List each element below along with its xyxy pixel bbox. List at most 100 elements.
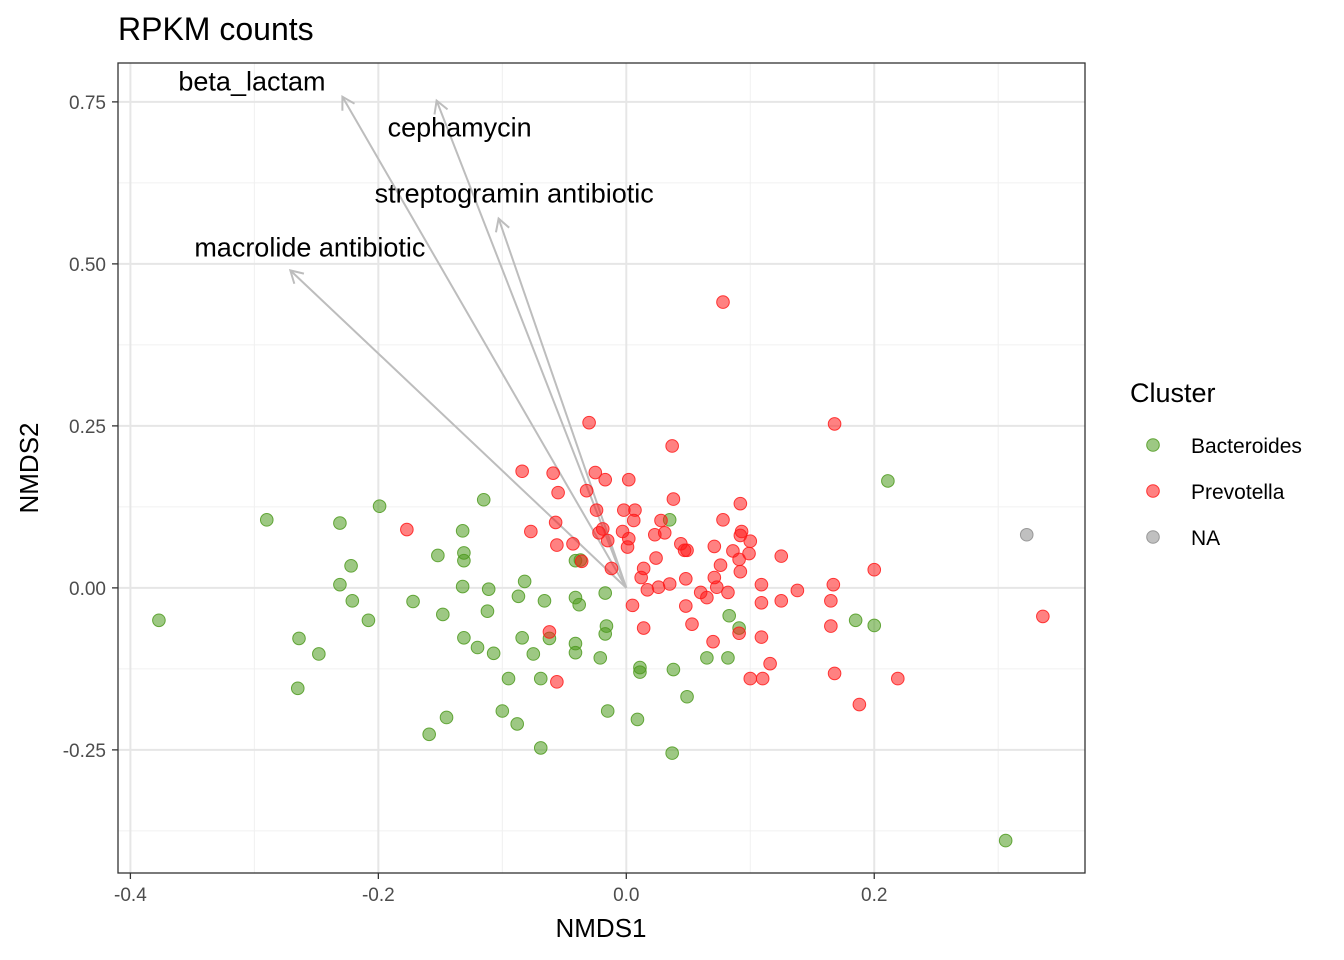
data-point-prevotella [706, 634, 720, 649]
data-point-bacteroides [700, 651, 714, 665]
data-point-prevotella [827, 417, 842, 431]
data-point-prevotella [574, 554, 589, 569]
vector-labels: beta_lactam cephamycin streptogramin antib… [178, 67, 653, 263]
data-point-prevotella [733, 528, 748, 543]
y-axis: -0.25 0.00 0.25 0.50 0.75 [63, 93, 118, 762]
data-point-bacteroides [480, 604, 495, 619]
data-point-prevotella [716, 295, 730, 309]
data-point-prevotella [679, 599, 693, 613]
vector-arrow-head [288, 268, 305, 285]
data-point-bacteroides [593, 651, 608, 665]
vector-label: beta_lactam [178, 67, 325, 97]
plot-panel-border [117, 62, 1086, 874]
data-point-prevotella [566, 537, 580, 551]
data-point-bacteroides [476, 492, 491, 507]
data-point-prevotella [515, 464, 529, 479]
data-point-bacteroides [345, 594, 360, 608]
data-point-bacteroides [633, 660, 647, 675]
data-point-bacteroides [372, 499, 387, 514]
x-axis: -0.4 -0.2 0.0 0.2 [114, 873, 887, 906]
data-point-bacteroides [344, 559, 358, 573]
data-point-prevotella [824, 619, 838, 633]
data-point-prevotella [625, 598, 640, 613]
data-point-prevotella [755, 671, 770, 686]
data-point-prevotella [743, 534, 758, 549]
data-point-bacteroides [598, 586, 613, 600]
data-point-bacteroides [666, 662, 681, 677]
data-point-prevotella [867, 562, 882, 577]
data-point-bacteroides [333, 516, 347, 530]
data-point-bacteroides [501, 671, 516, 686]
data-point-prevotella [680, 543, 694, 558]
vector-label: streptogramin antibiotic [375, 179, 654, 209]
x-tick-label: -0.4 [114, 885, 147, 906]
data-point-bacteroides [495, 704, 510, 718]
data-point-prevotella [824, 594, 838, 608]
data-point-bacteroides [680, 689, 694, 704]
data-point-prevotella [651, 580, 666, 595]
data-point-bacteroides [511, 589, 526, 604]
data-point-bacteroides [867, 618, 882, 633]
data-point-prevotella [709, 580, 724, 595]
data-point-prevotella [852, 697, 867, 712]
data-point-bacteroides [470, 640, 485, 655]
data-point-prevotella [774, 594, 789, 608]
y-tick-label: -0.25 [63, 741, 106, 762]
legend-key-prevotella [1146, 484, 1160, 498]
data-point-prevotella [654, 513, 668, 528]
data-point-prevotella [713, 558, 728, 573]
data-point-bacteroides [537, 594, 552, 608]
data-point-prevotella [700, 590, 714, 605]
data-point-prevotella [732, 552, 746, 567]
data-point-prevotella [598, 472, 613, 487]
data-point-bacteroides [533, 741, 548, 755]
legend-entries: Bacteroides Prevotella NA [1146, 435, 1302, 550]
legend-label: Prevotella [1191, 481, 1285, 504]
data-point-bacteroides [481, 582, 496, 596]
data-point-bacteroides [515, 630, 529, 645]
data-point-bacteroides [457, 553, 471, 568]
data-point-bacteroides [152, 613, 166, 628]
data-point-bacteroides [517, 574, 532, 589]
data-point-prevotella [754, 630, 769, 644]
data-point-prevotella [634, 570, 648, 585]
data-point-bacteroides [431, 548, 445, 563]
data-point-prevotella [604, 561, 619, 576]
data-point-prevotella [595, 522, 610, 536]
x-tick-label: 0.0 [613, 885, 639, 906]
data-point-prevotella [763, 656, 777, 671]
y-axis-title: NMDS2 [14, 422, 44, 513]
y-tick-label: 0.75 [69, 93, 106, 114]
data-point-bacteroides [259, 513, 274, 527]
data-point-bacteroides [455, 524, 470, 538]
data-point-prevotella [551, 485, 565, 500]
data-point-prevotella [588, 465, 603, 480]
data-point-prevotella [743, 671, 758, 686]
chart-title: RPKM counts [118, 11, 314, 47]
data-point-bacteroides [533, 671, 548, 686]
data-point-prevotella [732, 626, 746, 641]
data-point-prevotella [548, 515, 563, 530]
data-point-prevotella [657, 526, 672, 540]
data-point-prevotella [707, 539, 722, 554]
y-tick-label: 0.50 [69, 255, 106, 276]
data-point-bacteroides [599, 619, 614, 633]
legend-label: Bacteroides [1191, 435, 1302, 458]
data-point-bacteroides [292, 631, 306, 646]
y-tick-label: 0.25 [69, 417, 106, 438]
data-point-bacteroides [848, 613, 863, 628]
data-point-prevotella [582, 415, 596, 430]
data-point-prevotella [742, 546, 756, 561]
data-point-bacteroides [722, 608, 736, 623]
data-point-prevotella [662, 577, 677, 591]
x-tick-label: -0.2 [362, 885, 395, 906]
data-point-prevotella [733, 564, 748, 579]
data-point-prevotella [640, 583, 655, 597]
legend: Cluster Bacteroides Prevotella NA [1130, 378, 1302, 550]
data-point-bacteroides [457, 630, 471, 645]
data-point-prevotella [550, 538, 564, 552]
legend-label: NA [1191, 527, 1220, 550]
data-point-bacteroides [333, 577, 347, 592]
data-point-bacteroides [526, 647, 541, 661]
data-point-bacteroides [312, 647, 326, 661]
